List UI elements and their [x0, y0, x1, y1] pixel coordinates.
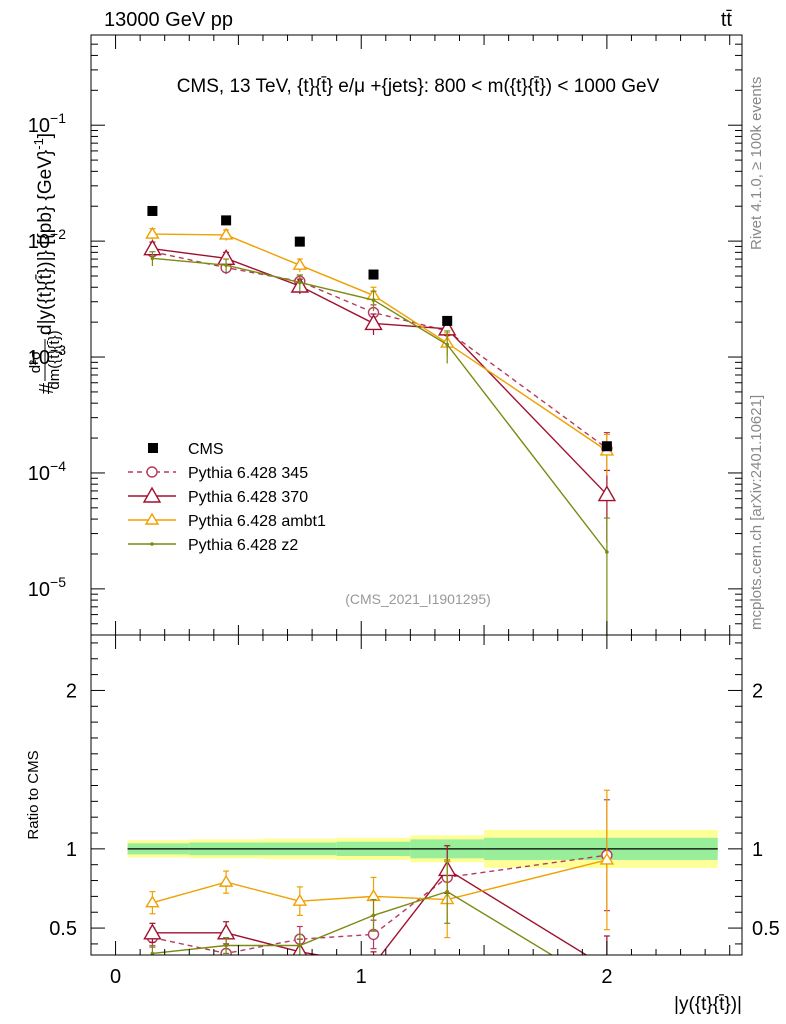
legend-marker-data	[148, 443, 158, 453]
y-tick-label: 10−2	[28, 226, 66, 253]
chart-title: CMS, 13 TeV, {t}{t̄} e/μ +{jets}: 800 < …	[177, 76, 660, 97]
x-tick-label: 1	[356, 966, 367, 988]
ratio-series-line	[152, 859, 608, 904]
data-point	[294, 236, 305, 247]
y-tick-label: 10−5	[28, 574, 66, 601]
legend-label: Pythia 6.428 345	[188, 465, 308, 482]
y-axis-label: # d²σ dm({t}{t̄}) d|y({t}{t̄})|} [{pb} {…	[27, 133, 63, 394]
ratio-point	[224, 943, 228, 948]
ratio-point	[371, 913, 376, 918]
ratio-point	[218, 874, 234, 887]
series-point	[597, 485, 617, 502]
main-panel: 10−1 10−2 10−3 10−4 10−5 CMS, 13 TeV, {t}{t̄…	[27, 34, 743, 636]
ratio-series-line	[152, 890, 554, 955]
series-point	[218, 227, 234, 240]
series-point	[292, 257, 308, 270]
ratio-point	[445, 889, 450, 894]
ratio-panel: 0 1 2 0.5 0.5 1 1 2 2 Ratio to CMS	[25, 634, 780, 988]
y-tick-label: 10−3	[28, 342, 66, 369]
y-label-prefix: #	[36, 382, 58, 394]
ratio-y-label: Ratio to CMS	[25, 750, 42, 839]
ratio-y-tick-label: 0.5	[49, 918, 77, 940]
y-tick-label: 10−4	[28, 458, 66, 485]
ratio-point	[366, 957, 382, 971]
legend-marker	[150, 542, 154, 546]
series-line	[152, 248, 608, 496]
legend-marker	[142, 486, 162, 503]
ratio-frame	[90, 634, 743, 956]
series-point	[605, 550, 609, 554]
legend-label: Pythia 6.428 370	[188, 489, 308, 506]
legend-label: Pythia 6.428 z2	[188, 537, 298, 554]
y-label-denominator: dm({t}{t̄})	[46, 330, 63, 389]
header-left: 13000 GeV pp	[104, 9, 233, 31]
legend-marker	[144, 512, 160, 525]
legend-label: Pythia 6.428 ambt1	[188, 513, 326, 530]
series-point	[145, 226, 160, 239]
analysis-watermark: (CMS_2021_I1901295)	[345, 591, 491, 607]
mcplots-label: mcplots.cern.ch [arXiv:2401.10621]	[748, 395, 765, 630]
rivet-label: Rivet 4.1.0, ≥ 100k events	[748, 77, 765, 250]
series-line	[152, 257, 608, 553]
series-line	[152, 251, 608, 449]
ratio-y-tick-label-right: 0.5	[752, 918, 780, 940]
ratio-series-line	[152, 854, 607, 955]
ratio-point	[298, 943, 302, 948]
series-line	[152, 233, 608, 452]
data-point	[221, 215, 232, 226]
header-right: tt̄	[721, 9, 733, 31]
y-label-numerator: d²σ	[27, 350, 44, 373]
ratio-point	[216, 923, 236, 940]
series-point	[224, 263, 228, 267]
y-tick-label: 10−1	[28, 110, 66, 137]
x-tick-label: 2	[601, 966, 612, 988]
ratio-point	[599, 852, 615, 865]
y-label-end: ]	[35, 133, 56, 138]
data-point	[601, 441, 612, 452]
ratio-series-line	[152, 868, 588, 955]
legend-marker	[146, 466, 158, 478]
ratio-point	[143, 923, 162, 940]
ratio-y-tick-label: 1	[66, 839, 77, 861]
y-label-sup: -1	[31, 138, 46, 150]
ratio-series-group	[143, 789, 615, 971]
legend: CMS Pythia 6.428 345 Pythia 6.428 370 Pythi…	[128, 441, 326, 554]
data-point	[442, 315, 453, 326]
data-point	[368, 269, 379, 280]
data-point	[147, 205, 158, 216]
ratio-point	[145, 895, 160, 908]
series-point	[445, 342, 450, 347]
ratio-y-tick-label-right: 1	[752, 839, 763, 861]
series-point	[150, 256, 155, 261]
series-point	[371, 298, 376, 302]
x-axis-label: |y({t}{t̄})|	[674, 994, 742, 1015]
series-point	[364, 314, 383, 331]
y-label-rest-text: d|y({t}{t̄})|} [{pb} {GeV}	[35, 150, 56, 335]
ratio-y-tick-label-right: 2	[752, 680, 763, 702]
ratio-point	[150, 951, 155, 955]
series-point	[298, 280, 302, 285]
ratio-point	[292, 893, 308, 906]
ratio-point	[366, 889, 381, 902]
legend-label-data: CMS	[188, 441, 224, 458]
x-tick-label: 0	[110, 966, 121, 988]
ratio-y-tick-label: 2	[66, 680, 77, 702]
y-label-rest: d|y({t}{t̄})|} [{pb} {GeV}-1]	[31, 133, 56, 335]
